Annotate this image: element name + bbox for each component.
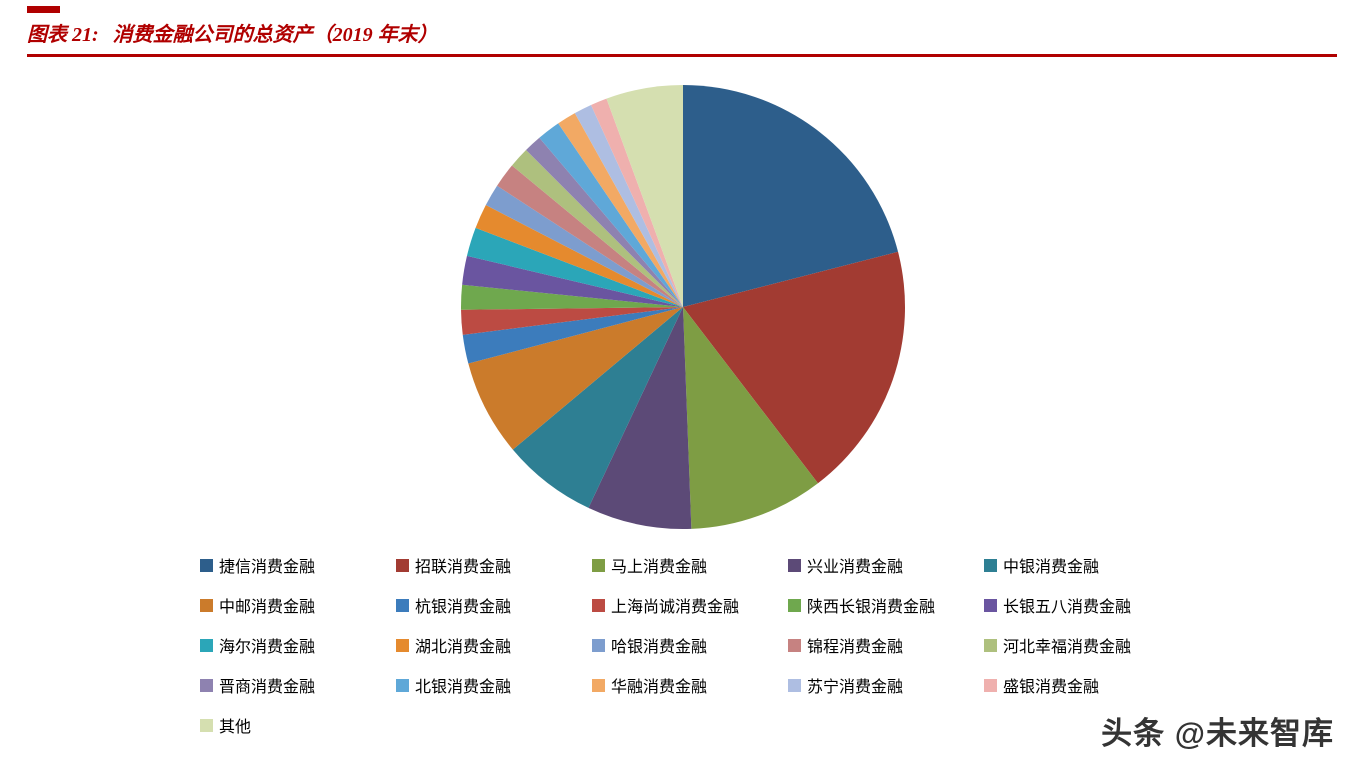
pie-slice-16 bbox=[539, 123, 683, 307]
legend-item-10: 海尔消费金融 bbox=[200, 636, 396, 656]
legend-label: 湖北消费金融 bbox=[415, 639, 512, 656]
legend-label: 中银消费金融 bbox=[1003, 559, 1100, 576]
legend-label: 河北幸福消费金融 bbox=[1003, 639, 1132, 656]
pie-slice-12 bbox=[485, 185, 683, 307]
pie-slice-3 bbox=[588, 307, 692, 529]
legend-label: 哈银消费金融 bbox=[611, 639, 708, 656]
pie-slice-9 bbox=[462, 255, 683, 307]
legend-item-0: 捷信消费金融 bbox=[200, 556, 396, 576]
pie-slice-1 bbox=[683, 251, 906, 484]
legend-swatch bbox=[396, 598, 409, 612]
legend-swatch bbox=[592, 678, 605, 692]
pie-slice-15 bbox=[526, 137, 683, 307]
pie-slice-13 bbox=[497, 165, 683, 307]
legend-item-18: 苏宁消费金融 bbox=[788, 676, 984, 696]
legend-swatch bbox=[592, 638, 605, 652]
pie-slice-0 bbox=[683, 85, 899, 307]
pie-slice-5 bbox=[468, 307, 683, 450]
legend-item-4: 中银消费金融 bbox=[984, 556, 1180, 576]
legend-label: 招联消费金融 bbox=[415, 559, 512, 576]
legend-swatch bbox=[200, 598, 213, 612]
legend-label: 盛银消费金融 bbox=[1003, 679, 1100, 696]
pie-slice-2 bbox=[683, 307, 818, 529]
figure-number-label: 图表 21: bbox=[27, 24, 99, 46]
legend-item-17: 华融消费金融 bbox=[592, 676, 788, 696]
watermark: 头条 @未来智库 bbox=[1101, 708, 1334, 753]
legend-swatch bbox=[984, 558, 997, 572]
legend-item-13: 锦程消费金融 bbox=[788, 636, 984, 656]
watermark-text: 头条 @未来智库 bbox=[1101, 716, 1334, 751]
legend-label: 捷信消费金融 bbox=[219, 559, 316, 576]
legend-label: 其他 bbox=[219, 719, 252, 736]
legend-item-20: 其他 bbox=[200, 716, 396, 736]
legend-item-3: 兴业消费金融 bbox=[788, 556, 984, 576]
legend-label: 锦程消费金融 bbox=[807, 639, 904, 656]
legend-label: 海尔消费金融 bbox=[219, 639, 316, 656]
pie-slice-17 bbox=[558, 113, 683, 307]
legend-swatch bbox=[788, 598, 801, 612]
pie-slice-18 bbox=[574, 104, 683, 308]
legend-label: 兴业消费金融 bbox=[807, 559, 904, 576]
legend-item-5: 中邮消费金融 bbox=[200, 596, 396, 616]
chart-legend: 捷信消费金融 招联消费金融 马上消费金融 兴业消费金融 中银消费金融中邮消费金融 杭银消费… bbox=[200, 556, 1210, 736]
legend-swatch bbox=[592, 598, 605, 612]
legend-swatch bbox=[396, 558, 409, 572]
legend-swatch bbox=[788, 678, 801, 692]
legend-item-7: 上海尚诚消费金融 bbox=[592, 596, 788, 616]
legend-label: 陕西长银消费金融 bbox=[807, 599, 936, 616]
legend-label: 马上消费金融 bbox=[611, 559, 708, 576]
legend-swatch bbox=[200, 678, 213, 692]
legend-item-11: 湖北消费金融 bbox=[396, 636, 592, 656]
legend-label: 上海尚诚消费金融 bbox=[611, 599, 740, 616]
pie-slice-11 bbox=[475, 204, 683, 307]
legend-swatch bbox=[200, 718, 213, 732]
figure-name-text: 消费金融公司的总资产（2019 年末） bbox=[112, 24, 438, 46]
legend-label: 杭银消费金融 bbox=[415, 599, 512, 616]
legend-item-15: 晋商消费金融 bbox=[200, 676, 396, 696]
legend-item-6: 杭银消费金融 bbox=[396, 596, 592, 616]
legend-item-2: 马上消费金融 bbox=[592, 556, 788, 576]
figure-title: 图表 21: 消费金融公司的总资产（2019 年末） bbox=[27, 22, 438, 48]
legend-swatch bbox=[788, 558, 801, 572]
legend-item-1: 招联消费金融 bbox=[396, 556, 592, 576]
pie-slice-8 bbox=[461, 284, 683, 310]
legend-item-19: 盛银消费金融 bbox=[984, 676, 1180, 696]
legend-label: 长银五八消费金融 bbox=[1003, 599, 1132, 616]
legend-label: 华融消费金融 bbox=[611, 679, 708, 696]
legend-swatch bbox=[200, 558, 213, 572]
legend-label: 北银消费金融 bbox=[415, 679, 512, 696]
pie-slice-14 bbox=[511, 150, 683, 307]
legend-swatch bbox=[396, 638, 409, 652]
legend-item-16: 北银消费金融 bbox=[396, 676, 592, 696]
legend-label: 中邮消费金融 bbox=[219, 599, 316, 616]
legend-swatch bbox=[788, 638, 801, 652]
pie-slice-20 bbox=[606, 85, 683, 307]
pie-slice-10 bbox=[466, 227, 683, 307]
legend-item-9: 长银五八消费金融 bbox=[984, 596, 1180, 616]
legend-label: 苏宁消费金融 bbox=[807, 679, 904, 696]
pie-slice-4 bbox=[512, 307, 683, 508]
legend-swatch bbox=[984, 598, 997, 612]
legend-item-12: 哈银消费金融 bbox=[592, 636, 788, 656]
legend-item-8: 陕西长银消费金融 bbox=[788, 596, 984, 616]
pie-slice-6 bbox=[462, 307, 683, 364]
legend-swatch bbox=[984, 638, 997, 652]
legend-swatch bbox=[984, 678, 997, 692]
title-underline-rule bbox=[27, 54, 1337, 57]
legend-swatch bbox=[200, 638, 213, 652]
legend-label: 晋商消费金融 bbox=[219, 679, 316, 696]
legend-swatch bbox=[592, 558, 605, 572]
pie-slice-19 bbox=[591, 98, 683, 307]
legend-item-14: 河北幸福消费金融 bbox=[984, 636, 1180, 656]
legend-swatch bbox=[396, 678, 409, 692]
pie-slice-7 bbox=[461, 307, 683, 335]
header-accent-bar bbox=[27, 6, 60, 13]
